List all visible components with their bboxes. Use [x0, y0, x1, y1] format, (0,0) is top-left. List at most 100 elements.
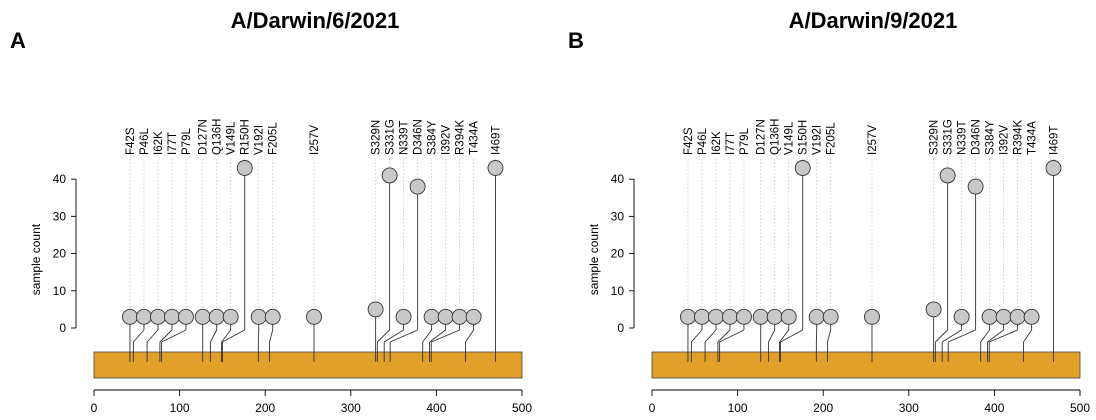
connector-diagonal	[947, 329, 976, 343]
connector-diagonal	[719, 329, 745, 343]
mutation-label: N339T	[957, 120, 969, 155]
mutation-label: F205L	[826, 122, 838, 155]
x-tick-label: 300	[899, 401, 919, 415]
mutation-label: F42S	[683, 127, 695, 155]
lollipop-chart-b: F42S P46L I62K I77T P79L D127N Q136H V149L S150H…	[587, 119, 1090, 415]
mutation-label: I257V	[867, 125, 879, 155]
connector-diagonal	[704, 329, 717, 343]
y-tick-label: 20	[53, 247, 67, 261]
mutation-label: P46L	[139, 128, 151, 155]
connector-diagonal	[465, 329, 474, 343]
mutation-label: D346N	[413, 119, 425, 155]
connector-diagonal	[159, 329, 173, 343]
mutation-label: T434A	[469, 121, 481, 155]
lollipop-head-n339t	[953, 308, 970, 325]
mutation-label: S331G	[943, 119, 955, 155]
chart-title-b: A/Darwin/9/2021	[788, 8, 958, 33]
connector-diagonal	[210, 329, 218, 343]
lollipop-head-s384y	[423, 308, 440, 325]
mutation-label: I392V	[999, 125, 1011, 155]
lollipop-head-d127n	[752, 308, 769, 325]
lollipop-head-i469t	[1045, 160, 1062, 176]
lollipop-head-v149l	[222, 308, 239, 325]
y-tick-label: 40	[611, 172, 625, 186]
connector-diagonal	[1023, 329, 1032, 343]
lollipop-head-q136h	[766, 308, 783, 325]
mutation-label: R150H	[240, 119, 252, 155]
mutation-label: Q136H	[212, 119, 224, 155]
lollipop-head-i392v	[995, 308, 1012, 325]
connector-diagonal	[827, 329, 832, 343]
y-tick-label: 30	[611, 209, 625, 223]
mutation-label: P79L	[181, 128, 193, 155]
mutation-label: V192I	[254, 125, 266, 155]
connector-diagonal	[779, 329, 790, 343]
lollipop-head-d127n	[194, 308, 211, 325]
x-tick-label: 400	[984, 401, 1004, 415]
lollipop-head-f42s	[122, 308, 138, 325]
lollipop-head-p79l	[736, 308, 752, 325]
lollipop-head-r394k	[451, 308, 468, 325]
connector-diagonal	[377, 329, 390, 343]
lollipop-head-i392v	[437, 308, 454, 325]
lollipop-head-f205l	[264, 308, 281, 325]
y-tick-label: 40	[53, 172, 67, 186]
mutation-label: I77T	[725, 132, 737, 155]
mutation-label: D127N	[198, 119, 210, 155]
protein-bar	[651, 351, 1081, 379]
x-tick-label: 100	[728, 401, 748, 415]
mutation-label: V149L	[784, 121, 796, 155]
y-tick-label: 10	[53, 284, 67, 298]
lollipop-chart-a: F42S P46L I62K I77T P79L D127N Q136H V149L R150H…	[29, 119, 532, 415]
mutation-label: D346N	[971, 119, 983, 155]
mutation-label: S329N	[371, 120, 383, 155]
connector-diagonal	[146, 329, 159, 343]
connector-diagonal	[989, 329, 1018, 343]
lollipop-head-v149l	[780, 308, 797, 325]
chart-title-a: A/Darwin/6/2021	[230, 8, 400, 33]
protein-bar	[93, 351, 523, 379]
connector-diagonal	[221, 329, 232, 343]
connector-diagonal	[383, 329, 404, 343]
connector-diagonal	[935, 329, 948, 343]
x-tick-label: 200	[813, 401, 833, 415]
lollipop-head-d346n	[409, 178, 426, 195]
mutation-label: S329N	[929, 120, 941, 155]
lollipop-head-s150h	[794, 160, 811, 176]
connector-diagonal	[987, 329, 1004, 343]
y-tick-label: 0	[59, 321, 66, 335]
mutation-label: I392V	[441, 125, 453, 155]
mutation-label: F205L	[268, 122, 280, 155]
connector-diagonal	[980, 329, 990, 343]
connector-diagonal	[768, 329, 776, 343]
mutation-label: F42S	[125, 127, 137, 155]
x-tick-label: 300	[341, 401, 361, 415]
lollipop-head-i62k	[708, 308, 724, 325]
connector-diagonal	[269, 329, 274, 343]
connector-diagonal	[941, 329, 962, 343]
y-tick-label: 20	[611, 247, 625, 261]
mutation-label: V149L	[226, 121, 238, 155]
lollipop-head-s329n	[367, 301, 384, 318]
x-tick-label: 400	[426, 401, 446, 415]
connector-diagonal	[222, 329, 245, 343]
mutation-label: R394K	[1013, 120, 1025, 155]
lollipop-head-f205l	[822, 308, 839, 325]
mutation-label: I62K	[153, 131, 165, 155]
lollipop-head-q136h	[208, 308, 225, 325]
mutation-label: S384Y	[985, 120, 997, 155]
x-tick-label: 100	[170, 401, 190, 415]
mutation-label: Q136H	[770, 119, 782, 155]
lollipop-head-p46l	[136, 308, 152, 325]
lollipop-head-i62k	[150, 308, 166, 325]
mutation-label: R394K	[455, 120, 467, 155]
mutation-label: D127N	[756, 119, 768, 155]
connector-diagonal	[133, 329, 145, 343]
x-tick-label: 0	[91, 401, 98, 415]
connector-diagonal	[431, 329, 460, 343]
y-axis-title: sample count	[587, 223, 601, 295]
mutation-label: I469T	[490, 126, 502, 155]
lollipop-head-s329n	[925, 301, 942, 318]
connector-diagonal	[780, 329, 803, 343]
y-tick-label: 0	[617, 321, 624, 335]
